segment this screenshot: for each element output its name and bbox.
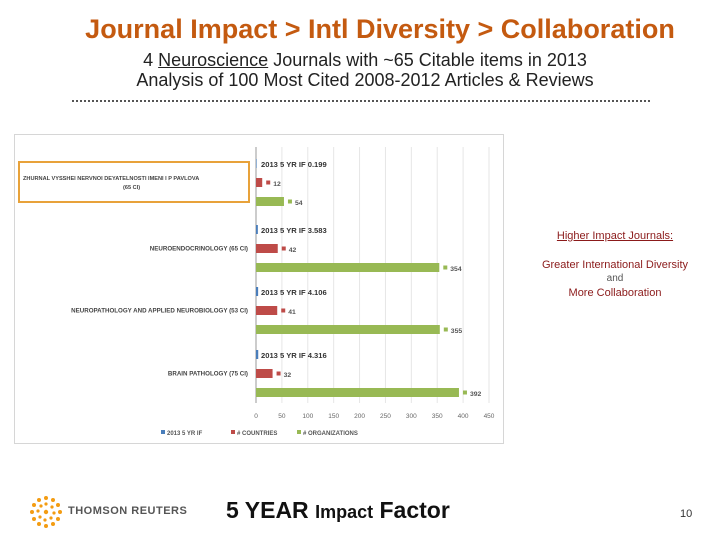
x-tick-label: 450 <box>484 413 495 420</box>
bar-0 <box>256 159 257 168</box>
data-label: 2013 5 YR IF 3.583 <box>261 226 327 235</box>
x-tick-label: 400 <box>458 413 469 420</box>
data-label-marker <box>281 308 286 313</box>
data-label: 12 <box>273 181 281 188</box>
data-label: 54 <box>295 200 303 207</box>
footer-caption-part-2: Impact <box>315 502 374 522</box>
legend-label: 2013 5 YR IF <box>167 431 203 437</box>
category-label: NEUROENDOCRINOLOGY (65 CI) <box>150 246 248 253</box>
bar-2 <box>256 388 459 397</box>
data-label: 354 <box>450 266 462 273</box>
bar-2 <box>256 197 284 206</box>
brand-name: THOMSON REUTERS <box>68 505 188 517</box>
data-label: 42 <box>289 247 297 254</box>
legend-label: # ORGANIZATIONS <box>303 431 358 437</box>
x-tick-label: 300 <box>406 413 417 420</box>
footer-caption-part-3: Factor <box>379 497 450 523</box>
data-label-marker <box>281 246 286 251</box>
bar-chart: ZHURNAL VYSSHEI NERVNOI DEYATELNOSTI IME… <box>18 147 495 437</box>
data-label: 2013 5 YR IF 4.316 <box>261 351 327 360</box>
legend-swatch <box>161 430 165 434</box>
data-label-marker <box>462 390 467 395</box>
data-label-marker <box>266 180 271 185</box>
x-tick-label: 150 <box>328 413 339 420</box>
category-label: BRAIN PATHOLOGY (75 CI) <box>168 371 248 378</box>
page-number: 10 <box>680 508 693 520</box>
legend-swatch <box>231 430 235 434</box>
x-tick-label: 50 <box>278 413 286 420</box>
category-label: ZHURNAL VYSSHEI NERVNOI DEYATELNOSTI IME… <box>23 176 199 182</box>
x-tick-label: 350 <box>432 413 443 420</box>
bar-2 <box>256 263 440 272</box>
legend-swatch <box>297 430 301 434</box>
note-title: Higher Impact Journals: <box>556 230 674 242</box>
bar-1 <box>256 244 278 253</box>
subtitle-prefix: 4 <box>143 50 154 70</box>
slide-subtitle: 4 Neuroscience Journals with ~65 Citable… <box>0 50 720 71</box>
bar-0 <box>256 225 258 234</box>
x-tick-label: 0 <box>254 413 258 420</box>
bar-1 <box>256 306 278 315</box>
bar-1 <box>256 369 273 378</box>
x-tick-label: 250 <box>380 413 391 420</box>
slide-title: Journal Impact > Intl Diversity > Collab… <box>85 14 675 44</box>
note-line-3: More Collaboration <box>568 287 662 299</box>
data-label: 355 <box>451 328 463 335</box>
subtitle-suffix: Journals with ~65 Citable items in 2013 <box>273 50 587 70</box>
note-line-1: Greater International Diversity <box>541 259 689 271</box>
data-label-marker <box>287 199 292 204</box>
dotted-divider <box>72 100 650 102</box>
bar-1 <box>256 178 263 187</box>
chart-frame: ZHURNAL VYSSHEI NERVNOI DEYATELNOSTI IME… <box>14 134 504 444</box>
slide-subtitle-2: Analysis of 100 Most Cited 2008-2012 Art… <box>136 70 594 90</box>
footer-caption-part-1: 5 YEAR <box>226 497 309 523</box>
x-tick-label: 200 <box>354 413 365 420</box>
data-label: 32 <box>284 372 292 379</box>
category-label: NEUROPATHOLOGY AND APPLIED NEUROBIOLOGY … <box>71 308 248 315</box>
data-label-marker <box>276 371 281 376</box>
subtitle-underlined: Neuroscience <box>158 50 269 70</box>
bar-2 <box>256 325 440 334</box>
footer-caption: 5 YEAR Impact Factor <box>226 497 450 524</box>
bar-0 <box>256 287 259 296</box>
note-body: Greater International Diversity and More… <box>520 258 710 300</box>
note-line-2: and <box>606 273 624 284</box>
highlight-box <box>18 161 250 203</box>
legend-label: # COUNTRIES <box>237 431 277 437</box>
data-label: 392 <box>470 391 482 398</box>
thomson-reuters-logo-icon <box>30 496 62 528</box>
data-label: 41 <box>288 309 296 316</box>
data-label-marker <box>443 327 448 332</box>
category-label: (65 CI) <box>123 185 140 191</box>
x-tick-label: 100 <box>302 413 313 420</box>
bar-0 <box>256 350 259 359</box>
data-label: 2013 5 YR IF 0.199 <box>261 160 327 169</box>
data-label-marker <box>443 265 448 270</box>
data-label: 2013 5 YR IF 4.106 <box>261 288 327 297</box>
